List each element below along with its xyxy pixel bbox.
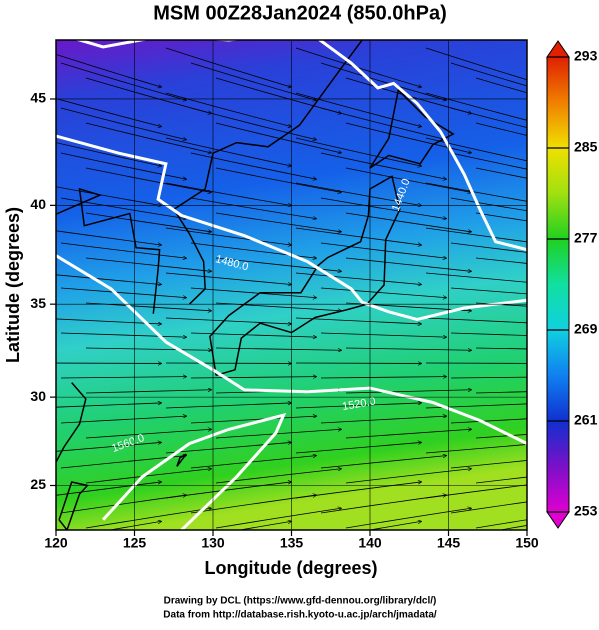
chart-title: MSM 00Z28Jan2024 (850.0hPa): [153, 2, 447, 24]
colorbar: [547, 57, 569, 512]
y-tick-label: 25: [30, 476, 46, 492]
x-tick-label: 150: [515, 535, 539, 551]
x-tick-label: 135: [280, 535, 304, 551]
x-tick-label: 145: [437, 535, 461, 551]
footer-line: Data from http://database.rish.kyoto-u.a…: [163, 610, 437, 621]
x-tick-label: 140: [358, 535, 382, 551]
colorbar-tick-label: 253: [574, 503, 598, 519]
x-axis-label: Longitude (degrees): [204, 558, 377, 578]
y-tick-label: 35: [30, 295, 46, 311]
colorbar-tick-label: 261: [574, 412, 598, 428]
y-tick-label: 40: [30, 196, 46, 212]
x-tick-label: 125: [123, 535, 147, 551]
y-axis-label: Latitude (degrees): [3, 207, 23, 363]
x-tick-label: 120: [44, 535, 68, 551]
colorbar-underflow: [547, 512, 569, 528]
colorbar-tick-label: 293: [574, 48, 598, 64]
footer-line: Drawing by DCL (https://www.gfd-dennou.o…: [164, 596, 437, 607]
colorbar-overflow: [547, 41, 569, 57]
colorbar-tick-label: 269: [574, 321, 598, 337]
x-tick-label: 130: [201, 535, 225, 551]
y-tick-label: 45: [30, 90, 46, 106]
y-tick-label: 30: [30, 388, 46, 404]
colorbar-tick-label: 277: [574, 230, 598, 246]
colorbar-tick-label: 285: [574, 139, 598, 155]
